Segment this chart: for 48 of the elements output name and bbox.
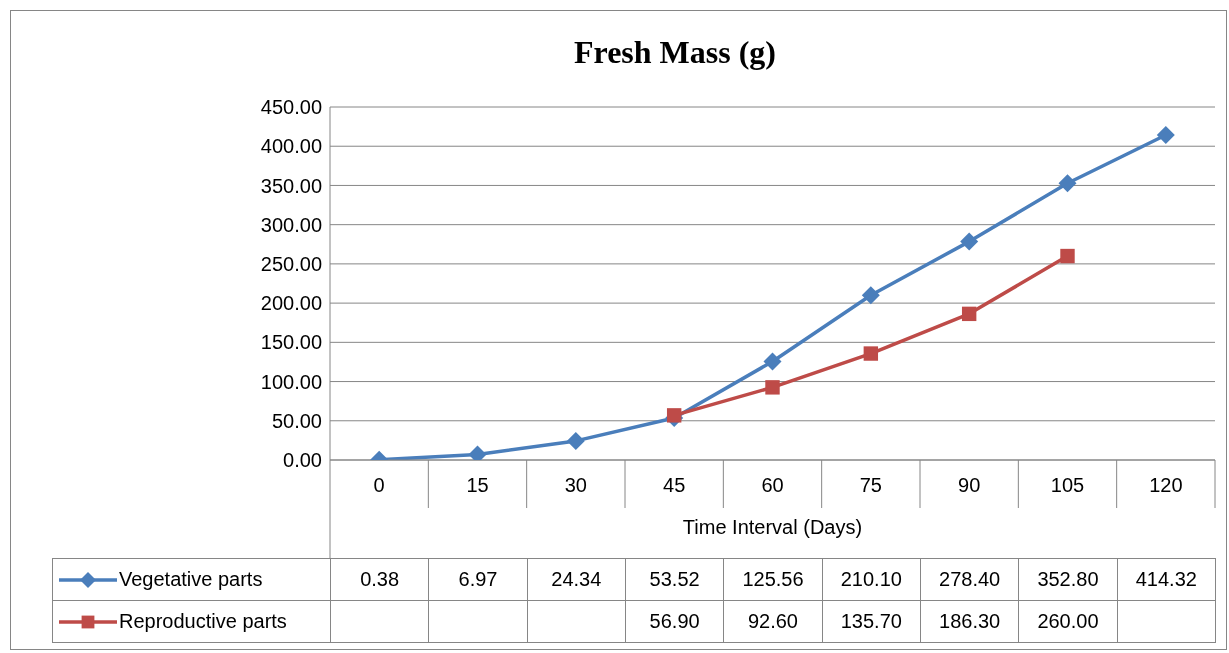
data-label: 260.00 <box>1018 600 1118 643</box>
x-tick-label: 30 <box>564 474 587 497</box>
x-tick-label: 75 <box>859 474 882 497</box>
data-label: 186.30 <box>920 600 1019 643</box>
y-tick-label: 300.00 <box>260 213 322 236</box>
data-label: 56.90 <box>625 600 724 643</box>
y-tick-label: 250.00 <box>260 252 322 275</box>
point <box>1058 174 1077 193</box>
data-label: 0.38 <box>330 558 429 601</box>
point <box>1060 248 1075 264</box>
data-label: 414.32 <box>1117 558 1216 601</box>
x-tick-label: 45 <box>663 474 686 497</box>
x-tick-label: 120 <box>1149 474 1183 497</box>
x-tick-label: 105 <box>1050 474 1085 497</box>
x-tick-label: 60 <box>761 474 784 497</box>
y-tick-label: 150.00 <box>260 331 322 354</box>
y-tick-label: 350.00 <box>260 174 322 197</box>
point <box>1156 125 1175 144</box>
data-label: 352.80 <box>1018 558 1118 601</box>
x-tick-label: 15 <box>466 474 489 497</box>
point <box>861 286 880 305</box>
data-label: 24.34 <box>527 558 626 601</box>
data-label: 135.70 <box>822 600 921 643</box>
data-label: 6.97 <box>428 558 528 601</box>
data-label: 210.10 <box>822 558 921 601</box>
y-tick-label: 0.00 <box>283 449 322 472</box>
point <box>961 306 977 322</box>
data-label: 125.56 <box>723 558 823 601</box>
point <box>666 408 682 423</box>
x-tick-label: 90 <box>958 474 981 497</box>
y-tick-label: 200.00 <box>260 292 322 315</box>
y-tick-label: 400.00 <box>260 135 322 158</box>
legend-label: Reproductive parts <box>119 610 287 633</box>
chart-title: Fresh Mass (g) <box>572 34 777 71</box>
point <box>863 346 879 361</box>
data-label: 53.52 <box>625 558 724 601</box>
x-axis-title: Time Interval (Days) <box>682 516 863 539</box>
y-tick-label: 100.00 <box>260 370 322 393</box>
data-label: 278.40 <box>920 558 1019 601</box>
legend-label: Vegetative parts <box>119 568 263 591</box>
point <box>960 232 979 251</box>
point <box>763 352 782 371</box>
point <box>765 380 780 395</box>
y-tick-label: 50.00 <box>271 409 322 432</box>
point <box>566 431 585 450</box>
y-tick-label: 450.00 <box>260 96 322 119</box>
data-label: 92.60 <box>723 600 823 643</box>
x-tick-label: 0 <box>373 474 385 497</box>
